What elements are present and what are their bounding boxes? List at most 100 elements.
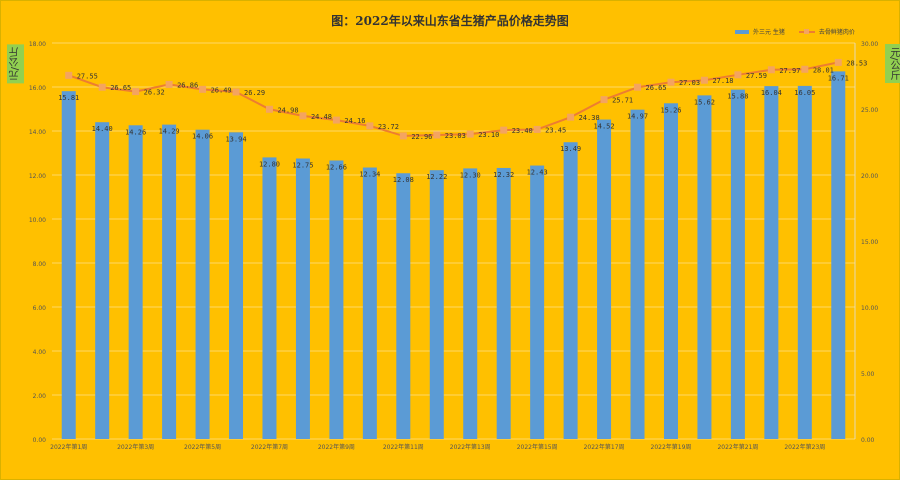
line-marker bbox=[500, 126, 508, 134]
line-data-label: 27.03 bbox=[679, 79, 700, 87]
legend-label: 去骨鲜猪肉价 bbox=[818, 29, 855, 36]
y-tick-left: 8.00 bbox=[33, 261, 47, 268]
line-marker bbox=[734, 71, 742, 79]
line-marker bbox=[433, 131, 441, 139]
x-tick-label: 2022年第11周 bbox=[383, 443, 424, 451]
x-tick-label: 2022年第21周 bbox=[717, 443, 758, 451]
legend-item-bar: 外三元 生猪 bbox=[735, 27, 785, 36]
bar-data-label: 15.26 bbox=[660, 106, 681, 114]
line-marker bbox=[667, 78, 675, 86]
x-tick-label: 2022年第15周 bbox=[517, 443, 558, 451]
bar-data-label: 12.75 bbox=[292, 162, 313, 170]
y-tick-right: 30.00 bbox=[861, 41, 878, 48]
bar-data-label: 14.97 bbox=[627, 113, 648, 121]
line-marker bbox=[801, 65, 809, 73]
bar-data-label: 12.32 bbox=[493, 171, 514, 179]
bar-data-label: 13.94 bbox=[225, 135, 246, 143]
line-data-label: 23.03 bbox=[445, 132, 466, 140]
bar-data-label: 16.71 bbox=[828, 74, 849, 82]
line-data-label: 24.38 bbox=[579, 114, 600, 122]
legend-swatch-line bbox=[798, 28, 815, 34]
y-tick-left: 16.00 bbox=[29, 85, 46, 92]
line-data-label: 24.98 bbox=[277, 106, 298, 114]
line-marker bbox=[299, 112, 307, 120]
line-marker bbox=[634, 83, 642, 91]
line-data-label: 28.01 bbox=[813, 66, 834, 74]
line-data-label: 23.45 bbox=[545, 126, 566, 134]
bar-data-label: 14.26 bbox=[125, 128, 146, 136]
line-data-label: 26.32 bbox=[144, 89, 165, 97]
line-marker bbox=[567, 113, 575, 121]
legend-swatch-bar bbox=[735, 29, 749, 34]
legend-item-line: 去骨鲜猪肉价 bbox=[798, 27, 855, 36]
y-tick-right: 10.00 bbox=[861, 305, 878, 312]
bar bbox=[563, 142, 578, 439]
line-data-label: 25.71 bbox=[612, 97, 633, 105]
line-marker bbox=[132, 88, 140, 96]
bar bbox=[764, 86, 779, 440]
line-marker bbox=[767, 66, 775, 74]
line-data-label: 23.72 bbox=[378, 123, 399, 131]
line-marker bbox=[265, 105, 273, 113]
line-data-label: 23.40 bbox=[512, 127, 533, 135]
bar bbox=[496, 167, 511, 439]
line-marker bbox=[232, 88, 240, 96]
bar bbox=[630, 109, 645, 439]
bar bbox=[329, 160, 344, 440]
line-data-label: 24.16 bbox=[344, 117, 365, 125]
bar bbox=[831, 71, 846, 439]
bar-data-label: 13.49 bbox=[560, 145, 581, 153]
bar-data-label: 16.04 bbox=[761, 89, 782, 97]
legend: 外三元 生猪 去骨鲜猪肉价 bbox=[735, 27, 855, 36]
bar-data-label: 12.30 bbox=[460, 171, 481, 179]
chart-title: 图：2022年以来山东省生猪产品价格走势图 bbox=[331, 14, 569, 28]
line-data-label: 27.59 bbox=[746, 72, 767, 80]
bar bbox=[463, 168, 478, 439]
line-data-label: 27.55 bbox=[77, 72, 98, 80]
bar-data-label: 12.66 bbox=[326, 163, 347, 171]
y-tick-right: 20.00 bbox=[861, 173, 878, 180]
line-marker bbox=[600, 96, 608, 104]
y-tick-left: 12.00 bbox=[29, 173, 46, 180]
bar-data-label: 14.40 bbox=[92, 125, 113, 133]
bar bbox=[597, 119, 612, 439]
x-tick-label: 2022年第13周 bbox=[450, 443, 491, 451]
line-data-label: 26.86 bbox=[177, 81, 198, 89]
line-marker bbox=[98, 83, 106, 91]
y-tick-left: 10.00 bbox=[29, 217, 46, 224]
y-tick-left: 2.00 bbox=[33, 393, 47, 400]
bar-data-label: 15.88 bbox=[727, 93, 748, 101]
bar bbox=[162, 124, 177, 440]
bar bbox=[61, 91, 76, 440]
x-tick-label: 2022年第5周 bbox=[184, 443, 221, 451]
bar-data-label: 12.34 bbox=[359, 171, 380, 179]
bar-data-label: 15.81 bbox=[58, 94, 79, 102]
line-marker bbox=[199, 85, 207, 93]
line-marker bbox=[533, 125, 541, 133]
bar-data-label: 14.52 bbox=[594, 123, 615, 131]
line-data-label: 27.97 bbox=[779, 67, 800, 75]
y-tick-right: 15.00 bbox=[861, 239, 878, 246]
y-tick-right: 5.00 bbox=[861, 371, 875, 378]
line-data-label: 26.65 bbox=[646, 84, 667, 92]
bar-data-label: 14.29 bbox=[159, 128, 180, 136]
bar bbox=[195, 129, 210, 439]
bar bbox=[396, 173, 411, 440]
x-tick-label: 2022年第3周 bbox=[117, 443, 154, 451]
line-data-label: 26.65 bbox=[110, 84, 131, 92]
bar bbox=[262, 157, 277, 439]
y-tick-right: 25.00 bbox=[861, 107, 878, 114]
line-marker bbox=[399, 132, 407, 140]
bar bbox=[362, 167, 377, 439]
line-data-label: 26.29 bbox=[244, 89, 265, 97]
line-marker bbox=[700, 76, 708, 84]
line-marker bbox=[165, 80, 173, 88]
bar bbox=[797, 85, 812, 440]
y-tick-right: 0.00 bbox=[861, 437, 875, 444]
line-marker bbox=[466, 130, 474, 138]
bar bbox=[429, 170, 444, 439]
line-data-label: 27.18 bbox=[712, 77, 733, 85]
x-tick-label: 2022年第7周 bbox=[251, 443, 288, 451]
y-tick-left: 4.00 bbox=[33, 349, 47, 356]
bar-data-label: 14.06 bbox=[192, 133, 213, 141]
